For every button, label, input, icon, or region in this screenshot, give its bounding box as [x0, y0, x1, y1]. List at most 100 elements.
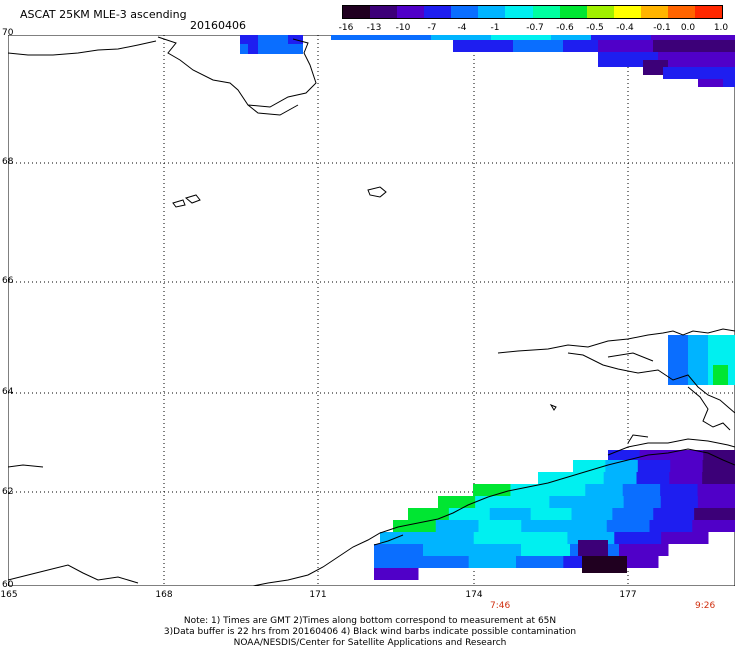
footer-line-2: 3)Data buffer is 22 hrs from 20160406 4)… — [163, 627, 577, 637]
color-scale-label: 1.0 — [713, 23, 729, 33]
swath-cell — [431, 35, 491, 40]
swath-cell — [573, 460, 606, 472]
chart-title: ASCAT 25KM MLE-3 ascending — [20, 8, 187, 21]
swath-cell — [438, 496, 476, 508]
swath-cell — [563, 40, 598, 52]
swath-cell — [521, 520, 565, 532]
coastline-segment — [607, 352, 654, 362]
swath-cell — [510, 484, 549, 496]
color-scale-label: -0.6 — [556, 23, 574, 33]
swath-cell — [586, 496, 625, 508]
data-swaths — [240, 35, 735, 580]
lat-label-60: 60 — [2, 580, 14, 590]
swath-cell — [435, 520, 479, 532]
color-scale-swatch — [478, 6, 506, 18]
coastline-segment — [373, 534, 404, 546]
footer-notes: Note: 1) Times are GMT 2)Times along bot… — [0, 616, 740, 649]
swath-cell — [512, 496, 550, 508]
swath-cell — [585, 484, 624, 496]
swath-cell — [530, 508, 572, 520]
swath-cell — [614, 532, 662, 544]
color-scale-swatch — [586, 6, 614, 18]
color-scale-label: -16 — [338, 23, 354, 33]
coastline-segment — [172, 199, 186, 208]
color-scale-swatch — [370, 6, 398, 18]
color-scale-label: -1 — [490, 23, 500, 33]
swath-cell — [660, 484, 699, 496]
swath-cell — [694, 508, 735, 520]
swath-cell — [643, 60, 668, 75]
swath-cell — [380, 532, 428, 544]
swath-cell — [582, 556, 627, 573]
swath-cell — [549, 496, 587, 508]
chart-date: 20160406 — [190, 19, 246, 32]
swath-cell — [653, 40, 735, 52]
color-scale-swatch — [532, 6, 560, 18]
swath-cell — [623, 496, 662, 508]
swath-cell — [240, 44, 303, 54]
swath-cell — [571, 508, 613, 520]
swath-cell — [421, 556, 470, 568]
swath-cell — [248, 44, 258, 54]
swath-cell — [331, 35, 431, 40]
pass-time-start: 7:46 — [490, 601, 511, 611]
coastline — [8, 36, 735, 586]
swath-cell — [603, 472, 637, 484]
swath-cell — [663, 67, 735, 79]
swath-cell — [374, 544, 424, 556]
swath-cell — [393, 520, 437, 532]
coastline-segment — [497, 328, 735, 354]
coastline-segment — [367, 186, 387, 198]
swath-cell — [516, 556, 564, 568]
swath-cell — [637, 460, 671, 472]
swath-cell — [426, 532, 475, 544]
coastline-segment — [627, 434, 649, 444]
lat-label-66: 66 — [2, 276, 14, 286]
coastline-segment — [8, 464, 44, 468]
swath-cell — [658, 52, 735, 67]
swath-cell — [547, 484, 586, 496]
color-scale-label: -7 — [427, 23, 437, 33]
swath-cell — [622, 484, 661, 496]
color-scale-labels: -16 -13 -10 -7 -4 -1 -0.7 -0.6 -0.5 -0.4 -0.1 0.0 1.… — [330, 23, 735, 35]
color-scale-swatch — [424, 6, 452, 18]
coastline-segment — [687, 386, 731, 431]
color-scale-swatch — [667, 6, 696, 18]
swath-cell — [671, 450, 704, 462]
swath-cell — [240, 35, 258, 44]
swath-cell — [489, 508, 532, 520]
color-scale-label: -10 — [395, 23, 411, 33]
swath-cell — [669, 472, 703, 484]
swath-cell — [453, 40, 513, 52]
lon-label-174: 174 — [465, 590, 483, 600]
swath-cell — [478, 520, 522, 532]
color-scale-label: -4 — [457, 23, 467, 33]
pass-time-end: 9:26 — [695, 601, 716, 611]
swath-cell — [649, 520, 693, 532]
color-scale-swatch — [613, 6, 641, 18]
swath-cell — [374, 556, 422, 568]
lon-label-171: 171 — [309, 590, 327, 600]
swath-cell — [688, 335, 708, 385]
color-scale-bar — [342, 5, 723, 19]
color-scale-label: -0.4 — [616, 23, 634, 33]
color-scale-swatch — [505, 6, 533, 18]
lat-label-62: 62 — [2, 487, 14, 497]
coastline-segment — [8, 564, 139, 584]
color-scale-label: -0.5 — [586, 23, 604, 33]
swath-cell — [651, 35, 735, 40]
swath-cell — [473, 484, 511, 496]
swath-cell — [698, 79, 723, 87]
coastline-segment — [252, 448, 735, 586]
swath-cell — [660, 496, 699, 508]
footer-line-3: NOAA/NESDIS/Center for Satellite Applica… — [233, 638, 507, 648]
lon-label-165: 165 — [0, 590, 18, 600]
color-scale-label: -0.7 — [526, 23, 544, 33]
swath-cell — [702, 460, 735, 472]
coastline-segment — [549, 403, 557, 411]
swath-cell — [653, 508, 695, 520]
swath-cell — [619, 544, 669, 556]
swath-cell — [692, 520, 735, 532]
swath-cell — [258, 35, 288, 44]
color-scale-swatch — [695, 6, 723, 18]
